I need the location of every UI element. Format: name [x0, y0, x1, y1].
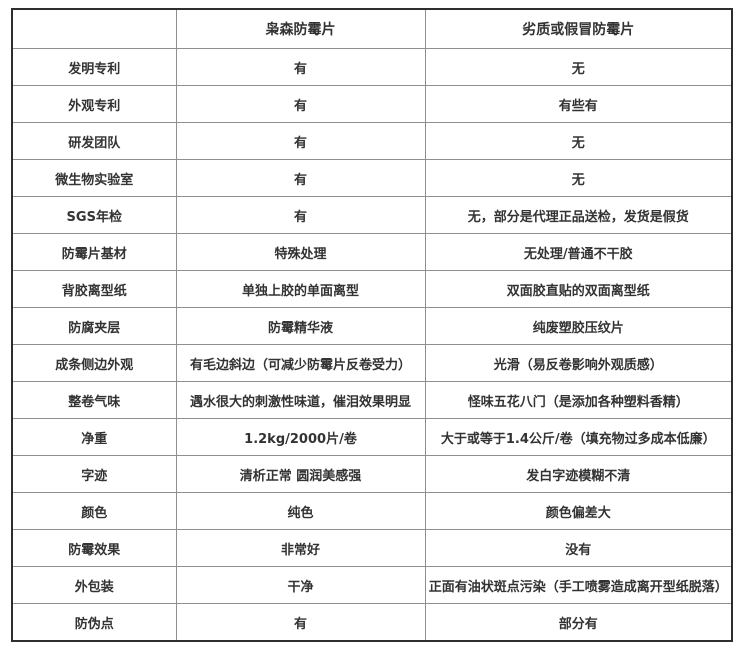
row-label: 防伪点 [11, 603, 177, 642]
row-label: 整卷气味 [11, 381, 177, 419]
row-label: 发明专利 [11, 48, 177, 86]
table-row: 防腐夹层 防霉精华液 纯废塑胶压纹片 [11, 307, 733, 345]
fake-cell: 光滑（易反卷影响外观质感） [424, 344, 733, 382]
table-row: 防伪点 有 部分有 [11, 603, 733, 642]
fake-cell: 双面胶直贴的双面离型纸 [424, 270, 733, 308]
header-corner-cell [11, 8, 177, 49]
row-label: 字迹 [11, 455, 177, 493]
brand-cell: 有 [175, 196, 426, 234]
header-brand-column: 枭森防霉片 [175, 8, 426, 49]
fake-cell: 大于或等于1.4公斤/卷（填充物过多成本低廉） [424, 418, 733, 456]
brand-cell: 1.2kg/2000片/卷 [175, 418, 426, 456]
row-label: 外观专利 [11, 85, 177, 123]
brand-cell: 有 [175, 603, 426, 642]
table-row: 颜色 纯色 颜色偏差大 [11, 492, 733, 530]
table-row: 研发团队 有 无 [11, 122, 733, 160]
table-row: 发明专利 有 无 [11, 48, 733, 86]
fake-cell: 无，部分是代理正品送检，发货是假货 [424, 196, 733, 234]
fake-cell: 没有 [424, 529, 733, 567]
fake-cell: 无 [424, 122, 733, 160]
table-row: SGS年检 有 无，部分是代理正品送检，发货是假货 [11, 196, 733, 234]
row-label: 背胶离型纸 [11, 270, 177, 308]
row-label: 成条侧边外观 [11, 344, 177, 382]
fake-cell: 发白字迹模糊不清 [424, 455, 733, 493]
fake-cell: 无 [424, 48, 733, 86]
fake-cell: 怪味五花八门（是添加各种塑料香精） [424, 381, 733, 419]
brand-cell: 干净 [175, 566, 426, 604]
row-label: 防霉片基材 [11, 233, 177, 271]
row-label: 防霉效果 [11, 529, 177, 567]
header-fake-column: 劣质或假冒防霉片 [424, 8, 733, 49]
fake-cell: 部分有 [424, 603, 733, 642]
table-row: 整卷气味 遇水很大的刺激性味道，催泪效果明显 怪味五花八门（是添加各种塑料香精） [11, 381, 733, 419]
anti-mold-comparison-table: 枭森防霉片 劣质或假冒防霉片 发明专利 有 无 外观专利 有 有些有 研发团队 … [11, 8, 733, 642]
header-row: 枭森防霉片 劣质或假冒防霉片 [11, 8, 733, 49]
table-row: 微生物实验室 有 无 [11, 159, 733, 197]
brand-cell: 有 [175, 122, 426, 160]
row-label: 颜色 [11, 492, 177, 530]
table-row: 成条侧边外观 有毛边斜边（可减少防霉片反卷受力） 光滑（易反卷影响外观质感） [11, 344, 733, 382]
fake-cell: 有些有 [424, 85, 733, 123]
row-label: 防腐夹层 [11, 307, 177, 345]
brand-cell: 有 [175, 48, 426, 86]
row-label: 微生物实验室 [11, 159, 177, 197]
fake-cell: 颜色偏差大 [424, 492, 733, 530]
row-label: 研发团队 [11, 122, 177, 160]
brand-cell: 纯色 [175, 492, 426, 530]
fake-cell: 无 [424, 159, 733, 197]
table-row: 防霉效果 非常好 没有 [11, 529, 733, 567]
table-row: 外包装 干净 正面有油状斑点污染（手工喷雾造成离开型纸脱落） [11, 566, 733, 604]
row-label: SGS年检 [11, 196, 177, 234]
brand-cell: 单独上胶的单面离型 [175, 270, 426, 308]
brand-cell: 有 [175, 85, 426, 123]
fake-cell: 纯废塑胶压纹片 [424, 307, 733, 345]
fake-cell: 正面有油状斑点污染（手工喷雾造成离开型纸脱落） [424, 566, 733, 604]
brand-cell: 非常好 [175, 529, 426, 567]
table-row: 背胶离型纸 单独上胶的单面离型 双面胶直贴的双面离型纸 [11, 270, 733, 308]
row-label: 净重 [11, 418, 177, 456]
brand-cell: 有毛边斜边（可减少防霉片反卷受力） [175, 344, 426, 382]
row-label: 外包装 [11, 566, 177, 604]
brand-cell: 特殊处理 [175, 233, 426, 271]
brand-cell: 清析正常 圆润美感强 [175, 455, 426, 493]
brand-cell: 防霉精华液 [175, 307, 426, 345]
brand-cell: 有 [175, 159, 426, 197]
table-row: 净重 1.2kg/2000片/卷 大于或等于1.4公斤/卷（填充物过多成本低廉） [11, 418, 733, 456]
table-row: 防霉片基材 特殊处理 无处理/普通不干胶 [11, 233, 733, 271]
fake-cell: 无处理/普通不干胶 [424, 233, 733, 271]
table-row: 外观专利 有 有些有 [11, 85, 733, 123]
brand-cell: 遇水很大的刺激性味道，催泪效果明显 [175, 381, 426, 419]
table-row: 字迹 清析正常 圆润美感强 发白字迹模糊不清 [11, 455, 733, 493]
